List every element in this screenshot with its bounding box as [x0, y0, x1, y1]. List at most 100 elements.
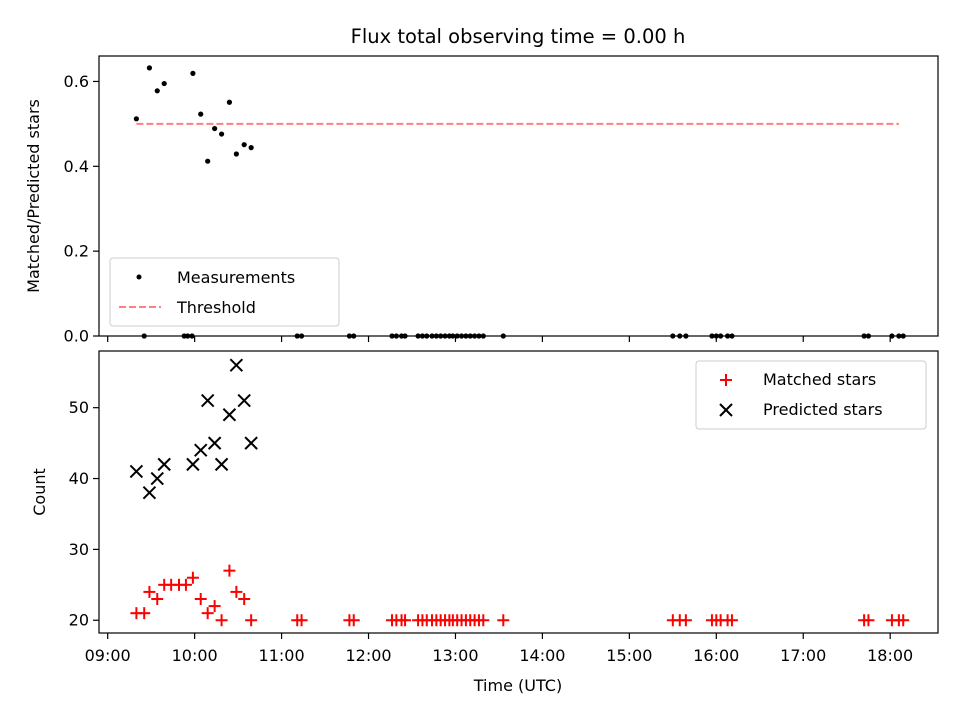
measurement-point — [670, 333, 676, 339]
measurement-point — [709, 333, 715, 339]
measurement-point — [500, 333, 506, 339]
matched-star-point — [245, 614, 258, 627]
measurement-point — [190, 70, 196, 76]
matched-star-point — [399, 614, 412, 627]
top-legend-box — [109, 257, 340, 327]
top-series-layer — [133, 65, 906, 339]
measurement-point — [402, 333, 408, 339]
bottom-xtick-label: 17:00 — [780, 646, 826, 665]
matched-star-point — [186, 571, 199, 584]
predicted-star-point — [207, 436, 222, 450]
measurement-point — [298, 333, 305, 339]
predicted-star-point — [129, 464, 144, 479]
measurement-point — [185, 333, 191, 339]
predicted-star-point — [186, 457, 200, 472]
measurement-point — [729, 333, 735, 339]
predicted-x-b — [222, 408, 237, 422]
predicted-x-b — [150, 471, 164, 486]
bottom-xtick-label: 11:00 — [259, 646, 305, 665]
matched-star-point — [138, 607, 151, 620]
measurement-point — [212, 125, 218, 132]
legend-label-measurements: Measurements — [177, 268, 295, 287]
legend-label-threshold: Threshold — [176, 298, 256, 317]
measurement-point — [294, 333, 300, 339]
predicted-x-b — [207, 436, 222, 450]
bottom-legend-box — [695, 360, 927, 430]
measurement-point — [458, 333, 465, 339]
predicted-star-point — [194, 443, 208, 457]
matched-star-point — [179, 578, 192, 591]
matched-star-point — [862, 614, 875, 627]
bottom-xtick-label: 10:00 — [172, 646, 218, 665]
matched-star-point — [295, 614, 308, 627]
predicted-x-b — [229, 358, 244, 372]
bottom-legend: Matched stars Predicted stars — [695, 360, 927, 430]
top-legend: Measurements Threshold — [109, 257, 340, 327]
measurement-point — [351, 333, 357, 339]
matched-star-point — [215, 614, 228, 627]
measurement-point — [471, 333, 478, 339]
matched-star-point — [223, 564, 236, 577]
predicted-x-b — [214, 457, 229, 472]
measurement-point — [861, 333, 867, 339]
predicted-star-point — [150, 471, 164, 486]
measurement-point — [724, 333, 731, 339]
measurement-point — [205, 158, 211, 164]
top-ytick-label: 0.0 — [64, 327, 89, 346]
bottom-xtick-label: 18:00 — [867, 646, 913, 665]
measurement-point — [433, 333, 439, 339]
measurement-point — [415, 333, 421, 339]
x-axis-label: Time (UTC) — [473, 676, 562, 695]
predicted-x-b — [129, 464, 144, 479]
top-ytick-label: 0.2 — [64, 242, 89, 261]
predicted-x-b — [200, 393, 215, 408]
bottom-series-layer — [129, 358, 910, 627]
predicted-star-point — [157, 457, 171, 472]
matched-star-point — [201, 607, 214, 620]
measurement-point — [146, 65, 153, 71]
bottom-xtick-label: 09:00 — [85, 646, 131, 665]
measurement-point — [476, 333, 482, 339]
measurement-point — [454, 333, 460, 339]
predicted-star-point — [229, 358, 244, 372]
legend-marker-measurements — [136, 274, 142, 280]
measurement-point — [463, 333, 469, 339]
matched-star-point — [143, 585, 156, 598]
measurement-point — [346, 333, 352, 339]
predicted-x-b — [194, 443, 208, 457]
matched-star-point — [238, 592, 251, 605]
measurement-point — [718, 333, 724, 339]
bottom-xtick-label: 14:00 — [519, 646, 565, 665]
bottom-y-axis: 20 30 40 50 — [69, 398, 99, 630]
predicted-x-b — [186, 457, 200, 472]
measurement-point — [450, 333, 456, 339]
measurement-point — [233, 151, 239, 157]
measurement-point — [429, 333, 435, 339]
bottom-xtick-label: 15:00 — [606, 646, 652, 665]
legend-label-matched: Matched stars — [763, 370, 876, 389]
chart-title: Flux total observing time = 0.00 h — [351, 25, 686, 48]
measurement-point — [889, 333, 895, 339]
measurement-point — [198, 111, 204, 117]
measurement-point — [133, 116, 139, 122]
measurement-point — [393, 333, 399, 339]
bottom-xtick-label: 16:00 — [693, 646, 739, 665]
predicted-x-b — [244, 436, 258, 450]
measurement-point — [189, 333, 195, 339]
measurement-point — [900, 333, 906, 339]
matched-star-point — [208, 600, 221, 613]
matched-star-point — [897, 614, 910, 627]
legend-label-predicted: Predicted stars — [763, 400, 883, 419]
measurement-point — [677, 333, 683, 339]
measurement-point — [218, 131, 225, 137]
measurement-point — [896, 333, 902, 339]
top-ytick-label: 0.4 — [64, 157, 89, 176]
matched-star-point — [151, 592, 164, 605]
bottom-xtick-label: 13:00 — [432, 646, 478, 665]
matched-star-point — [725, 614, 738, 627]
bottom-xtick-label: 12:00 — [345, 646, 391, 665]
predicted-x-b — [157, 457, 171, 472]
measurement-point — [389, 333, 395, 339]
measurement-point — [467, 333, 473, 339]
